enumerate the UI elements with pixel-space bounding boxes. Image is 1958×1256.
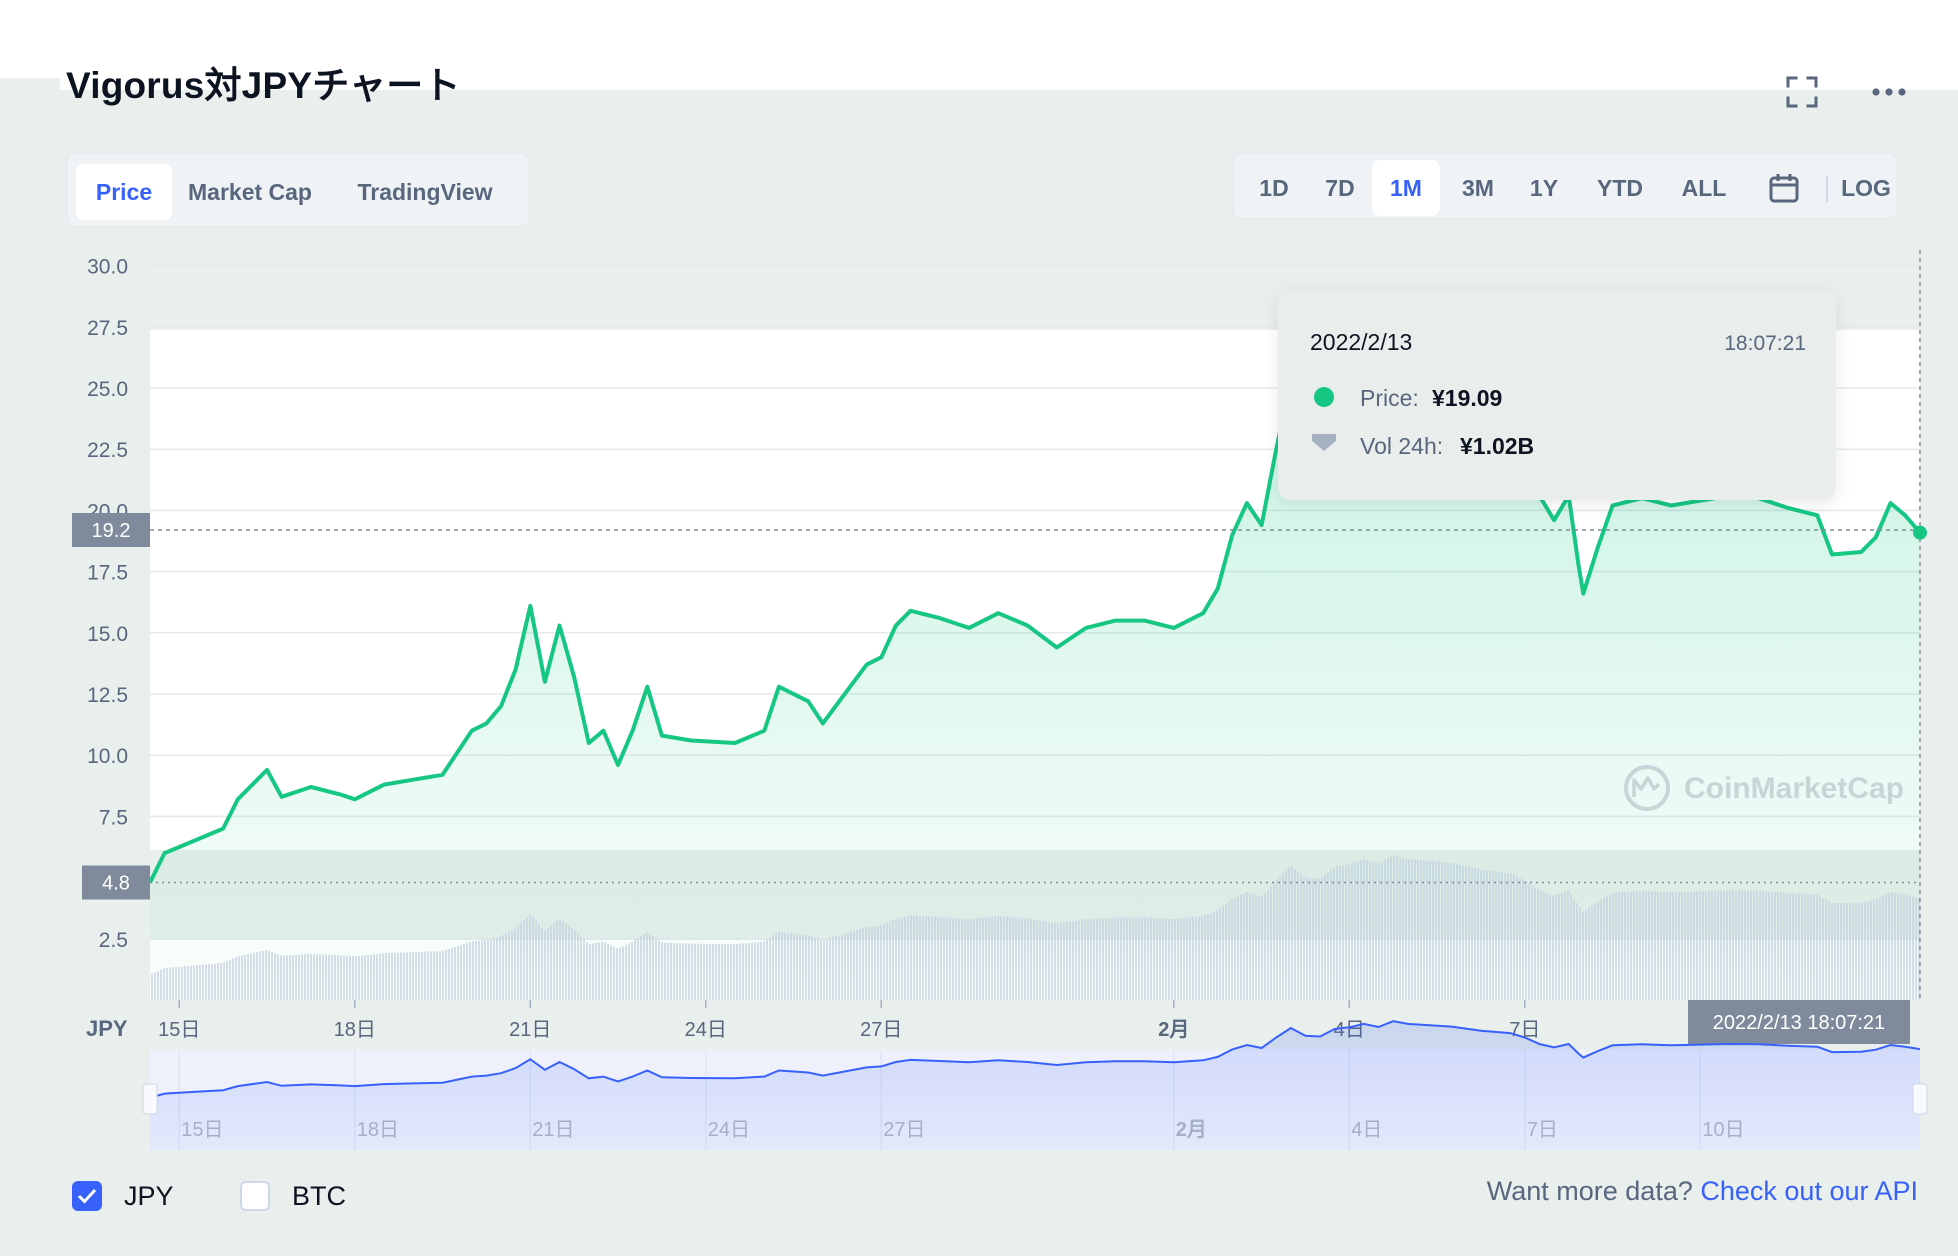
jpy-checkbox[interactable]	[72, 1181, 102, 1211]
navigator-tick-label: 4日	[1351, 1119, 1382, 1141]
x-tick-label: 2月	[1158, 1019, 1189, 1041]
navigator-tick-label: 7日	[1527, 1119, 1558, 1141]
x-tick-label: 21日	[509, 1019, 551, 1041]
calendar-icon[interactable]	[1768, 172, 1800, 204]
navigator-tick-label: 18日	[357, 1119, 399, 1141]
datetime-box	[1688, 1000, 1910, 1044]
tooltip-date: 2022/2/13	[1310, 329, 1412, 355]
legend-btc[interactable]: BTC	[240, 1176, 346, 1216]
y-tick-label: 30.0	[87, 256, 128, 279]
currency-axis-label: JPY	[86, 1016, 128, 1041]
price-dot-icon	[1314, 387, 1334, 407]
y-tick-label: 7.5	[99, 806, 128, 829]
api-link[interactable]: Check out our API	[1700, 1176, 1918, 1206]
legend-jpy-label: JPY	[124, 1180, 174, 1211]
navigator-area-fill	[150, 1021, 1920, 1150]
tooltip-price-value: ¥19.09	[1432, 385, 1502, 411]
navigator-line	[149, 1020, 1921, 1099]
tooltip-time: 18:07:21	[1724, 332, 1806, 355]
y-tick-label: 2.5	[99, 929, 128, 952]
y-tick-label: 12.5	[87, 684, 128, 707]
min-price-label: 4.8	[102, 872, 130, 894]
volume-marker-icon	[1312, 434, 1336, 451]
tab-tradingview[interactable]: TradingView	[357, 179, 493, 205]
api-prefix: Want more data?	[1486, 1176, 1693, 1206]
range-3m-button[interactable]: 3M	[1462, 175, 1494, 201]
header-background-strip	[60, 60, 1958, 90]
range-1y-button[interactable]: 1Y	[1529, 175, 1559, 201]
navigator-tick-label: 15日	[181, 1119, 223, 1141]
watermark-text: CoinMarketCap	[1684, 772, 1904, 805]
legend-jpy[interactable]: JPY	[72, 1176, 174, 1216]
range-1m-button[interactable]: 1M	[1372, 160, 1440, 216]
range-all-button[interactable]: ALL	[1681, 175, 1727, 201]
x-tick-label: 18日	[334, 1019, 376, 1041]
legend-btc-label: BTC	[292, 1180, 346, 1211]
more-icon[interactable]	[1864, 72, 1914, 112]
crosshair-datetime-label: 2022/2/13 18:07:21	[1713, 1012, 1885, 1034]
x-tick-label: 27日	[860, 1019, 902, 1041]
range-1d-button[interactable]: 1D	[1259, 175, 1289, 201]
navigator-left-handle[interactable]	[142, 1083, 158, 1115]
tooltip-price-label: Price:	[1360, 385, 1419, 411]
check-icon	[77, 1188, 97, 1204]
expand-icon[interactable]	[1782, 72, 1822, 112]
page-title: Vigorus対JPYチャート	[66, 65, 461, 106]
range-7d-button[interactable]: 7D	[1325, 175, 1355, 201]
y-tick-label: 27.5	[87, 317, 128, 340]
range-separator	[1826, 176, 1828, 202]
api-promo: Want more data? Check out our API	[1487, 1176, 1918, 1207]
btc-checkbox[interactable]	[240, 1181, 270, 1211]
y-tick-label: 15.0	[87, 623, 128, 646]
current-price-label: 19.2	[92, 520, 131, 542]
navigator-tick-label: 10日	[1702, 1119, 1744, 1141]
y-tick-label: 17.5	[87, 562, 128, 585]
navigator-tick-label: 27日	[883, 1119, 925, 1141]
y-tick-label: 25.0	[87, 378, 128, 401]
time-range-selector: 1D 7D 1M 3M 1Y YTD ALL LOG	[1232, 152, 1898, 220]
current-price-marker	[1913, 525, 1927, 540]
tooltip-volume-label: Vol 24h:	[1360, 433, 1443, 459]
price-line	[148, 329, 1922, 884]
range-ytd-button[interactable]: YTD	[1597, 175, 1643, 201]
x-tick-label: 15日	[158, 1019, 200, 1041]
min-price-box	[82, 865, 150, 900]
tooltip-volume-value: ¥1.02B	[1460, 433, 1534, 459]
y-tick-label: 10.0	[87, 745, 128, 768]
log-scale-button[interactable]: LOG	[1841, 175, 1891, 201]
tab-market-cap[interactable]: Market Cap	[188, 179, 312, 205]
navigator-right-handle[interactable]	[1912, 1083, 1928, 1115]
navigator-tick-label: 24日	[708, 1119, 750, 1141]
navigator-tick-label: 2月	[1176, 1119, 1207, 1141]
navigator-tick-label: 21日	[532, 1119, 574, 1141]
tab-price[interactable]: Price	[76, 164, 172, 220]
current-price-box	[72, 512, 150, 547]
x-tick-label: 24日	[685, 1019, 727, 1041]
y-tick-label: 22.5	[87, 439, 128, 462]
coinmarketcap-logo: CoinMarketCap	[1624, 765, 1904, 811]
chart-type-tabs: Price Market Cap TradingView	[66, 152, 530, 228]
tooltip: 2022/2/13 18:07:21 Price: ¥19.09 Vol 24h…	[1278, 290, 1836, 500]
